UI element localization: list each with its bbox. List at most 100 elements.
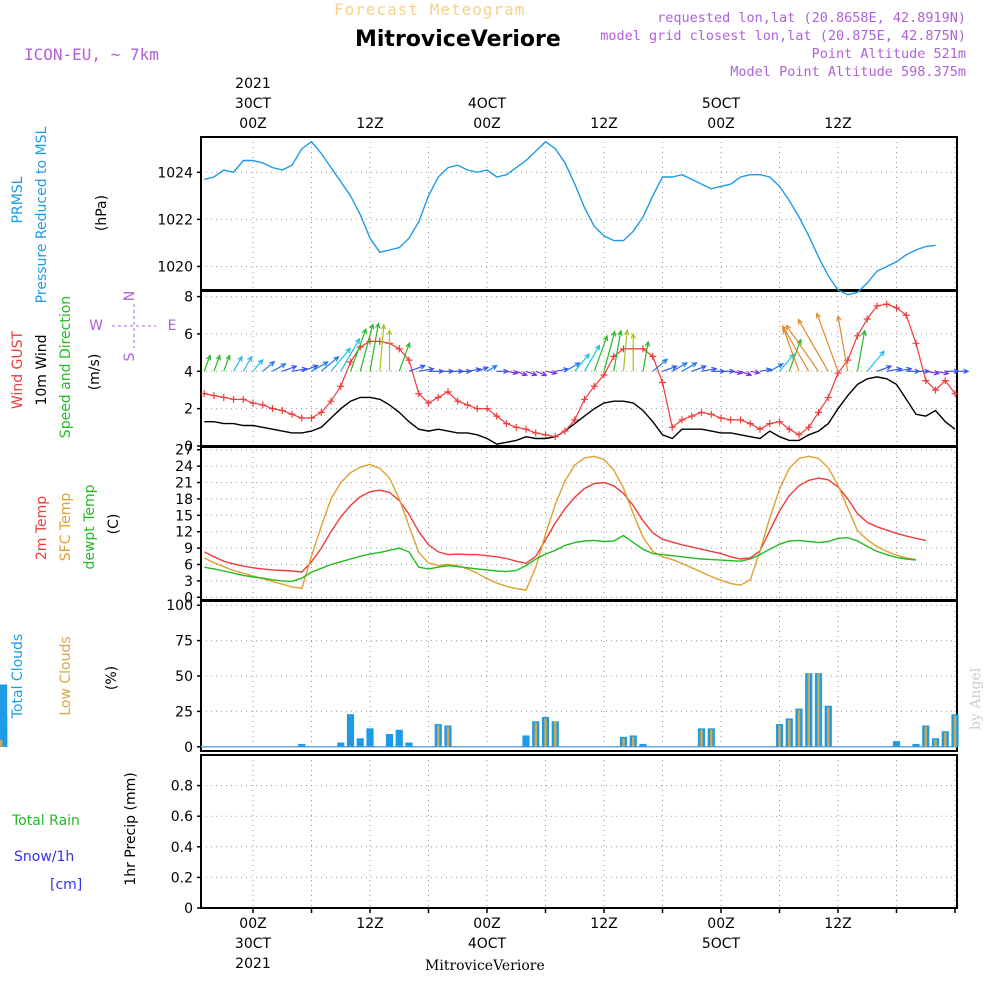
wind-gust-label: Wind GUST <box>10 330 26 409</box>
wind-direction-arrow <box>759 368 772 372</box>
wind-direction-arrow <box>788 339 802 372</box>
wind-direction-arrow <box>681 362 697 372</box>
wind-arrow-head <box>574 362 581 368</box>
y-tick-label: 27 <box>175 443 193 459</box>
wind-arrow-head <box>541 371 548 377</box>
wind-arrow-head <box>333 356 340 362</box>
low-cloud-bar <box>0 739 3 747</box>
wind-arrow-head <box>419 364 427 370</box>
wind-arrow-head <box>610 330 617 337</box>
wind-direction-arrow <box>740 370 752 376</box>
wind-arrow-head <box>584 353 591 360</box>
wind-arrow-head <box>521 371 529 377</box>
wind-direction-arrow <box>408 364 425 372</box>
dewpoint-line <box>204 534 917 583</box>
y-tick-label: 0.2 <box>171 870 193 886</box>
gust-marker <box>932 386 939 394</box>
compass-cross <box>112 304 156 348</box>
pressure-line <box>204 140 936 296</box>
gust-marker <box>532 429 540 437</box>
y-tick-label: 8 <box>184 290 193 306</box>
low-cloud-bar <box>817 673 820 747</box>
gust-marker <box>951 390 959 398</box>
time-axis-label: 12Z <box>824 916 851 932</box>
time-axis-label: 00Z <box>473 916 500 932</box>
wind-direction-arrow <box>730 370 742 374</box>
wind-direction-arrow <box>662 365 677 372</box>
wind-arrow-head <box>375 322 381 329</box>
y-tick-label: 18 <box>175 492 193 508</box>
gust-marker <box>766 420 774 428</box>
wind-direction-arrow <box>782 325 810 372</box>
wind-arrow-head <box>291 365 298 371</box>
gust-marker <box>805 423 813 431</box>
y-tick-label: 1024 <box>157 165 193 181</box>
wind-direction-arrow <box>379 324 385 372</box>
y-tick-label: 21 <box>175 476 193 492</box>
y-tick-label: 0 <box>184 740 193 756</box>
wind-arrow-head <box>405 341 411 349</box>
wind-arrow-head <box>205 354 212 361</box>
panel-frame <box>200 136 958 291</box>
precip-axis-label: 1hr Precip (mm) <box>123 772 139 885</box>
gust-marker <box>551 433 559 441</box>
wind-arrow-head <box>491 365 498 371</box>
y-tick-label: 0 <box>184 901 193 917</box>
total-cloud-bar <box>639 743 647 747</box>
y-tick-label: 50 <box>175 669 193 685</box>
wind-direction-arrow <box>301 364 318 372</box>
total-clouds-label: Total Clouds <box>10 634 26 719</box>
wind-arrow-head <box>906 366 913 373</box>
time-axis-label: 00Z <box>707 116 734 132</box>
low-cloud-bar <box>710 729 713 747</box>
wind-direction-arrow <box>252 359 264 372</box>
y-tick-label: 6 <box>184 557 193 573</box>
gust-marker <box>317 408 325 416</box>
wind-direction-arrow <box>652 358 668 372</box>
y-tick-label: 24 <box>175 459 193 475</box>
wind-direction-arrow <box>525 370 537 376</box>
wind-arrow-head <box>603 334 609 342</box>
wind-arrow-head <box>247 355 253 362</box>
gust-marker <box>444 388 452 396</box>
precip-legend-label: [cm] <box>50 877 82 893</box>
wind-arrow-head <box>269 360 276 367</box>
pressure-label-msl: Pressure Reduced to MSL <box>34 126 50 303</box>
low-cloud-bar <box>788 719 791 747</box>
wind-direction-arrow <box>797 319 829 372</box>
gust-marker <box>512 423 520 431</box>
wind-gust-line <box>204 303 956 438</box>
time-axis-label: 00Z <box>239 116 266 132</box>
gust-marker <box>542 431 549 439</box>
wind-direction-arrow <box>896 368 912 372</box>
wind-arrow-head <box>781 324 788 332</box>
total-cloud-bar <box>337 742 345 747</box>
y-tick-label: 75 <box>175 634 193 650</box>
gust-marker <box>785 425 793 433</box>
wind-arrow-head <box>711 366 718 373</box>
gust-marker <box>639 345 647 353</box>
total-cloud-bar <box>405 742 413 747</box>
temp-units-label: (C) <box>106 514 122 535</box>
y-tick-label: 2 <box>184 402 193 418</box>
wind-arrow-head <box>671 365 678 371</box>
panel-frame <box>200 754 958 909</box>
panel-frame <box>200 600 958 752</box>
wind-arrow-head <box>624 328 630 336</box>
total-cloud-bar <box>0 715 8 747</box>
pressure-label-prmsl: PRMSL <box>10 176 26 223</box>
wind-direction-arrow <box>593 335 608 372</box>
precip-legend-label: Snow/1h <box>14 849 74 865</box>
wind-direction-arrow <box>486 365 498 372</box>
y-tick-label: 3 <box>184 574 193 590</box>
y-tick-label: 9 <box>184 541 193 557</box>
wind-direction-arrow <box>369 323 380 372</box>
total-cloud-bar <box>892 741 901 747</box>
wind-direction-arrow <box>866 350 885 372</box>
gust-marker <box>912 339 920 347</box>
wind-arrow-head <box>531 371 538 377</box>
wind-10m-line <box>204 376 956 445</box>
time-axis-label: 5OCT <box>702 96 741 112</box>
time-axis-label: 5OCT <box>702 936 741 952</box>
wind-arrow-head <box>312 364 319 370</box>
